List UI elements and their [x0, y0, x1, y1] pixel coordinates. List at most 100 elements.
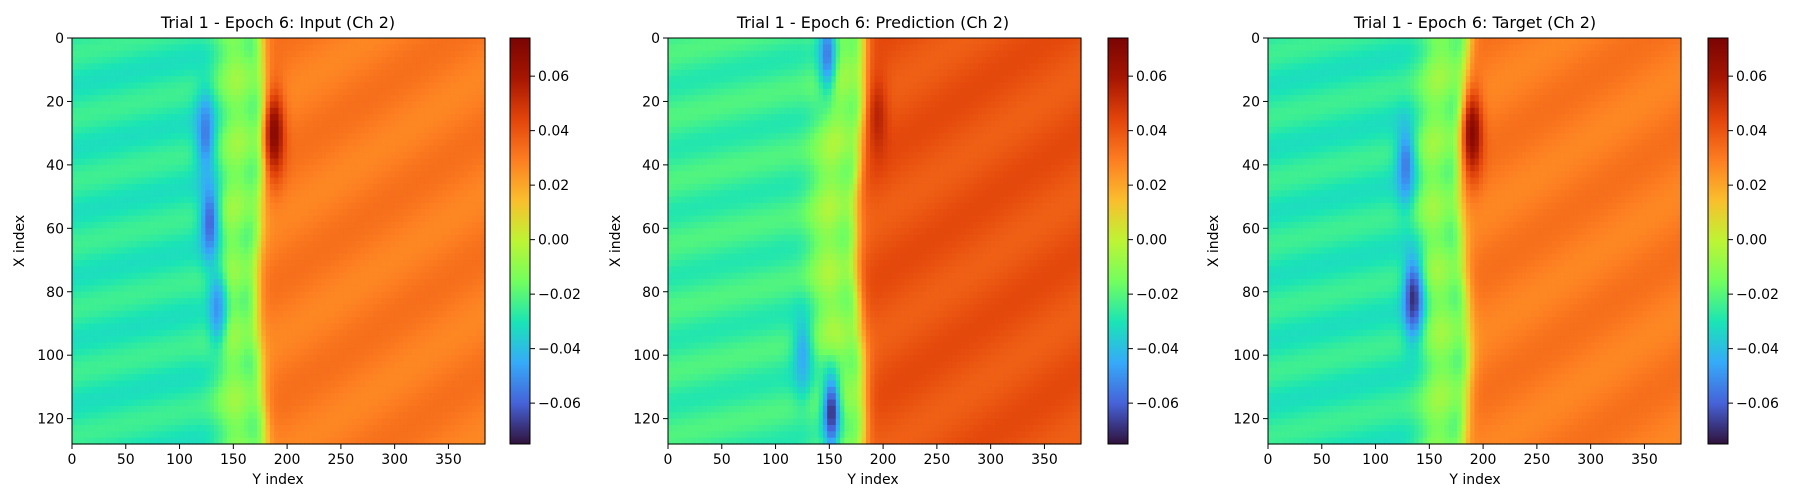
heatmap-cell	[175, 164, 181, 172]
heatmap-cell	[106, 253, 112, 261]
heatmap-cell	[274, 355, 280, 363]
heatmap-cell	[183, 88, 189, 96]
heatmap-cell	[201, 202, 206, 210]
heatmap-cell	[304, 323, 310, 331]
heatmap-cell	[239, 114, 245, 122]
heatmap-cell	[119, 152, 125, 160]
heatmap-cell	[450, 279, 456, 286]
heatmap-cell	[278, 247, 284, 255]
heatmap-cell	[235, 304, 241, 312]
heatmap-cell	[407, 120, 413, 128]
heatmap-cell	[368, 298, 374, 306]
heatmap-cell	[355, 304, 361, 312]
heatmap-cell	[158, 285, 163, 293]
heatmap-cell	[291, 139, 297, 147]
heatmap-cell	[334, 44, 340, 52]
heatmap-cell	[209, 310, 215, 318]
heatmap-cell	[119, 279, 125, 286]
heatmap-cell	[149, 63, 155, 71]
heatmap-cell	[244, 44, 249, 52]
heatmap-cell	[480, 228, 486, 236]
heatmap-cell	[175, 145, 181, 153]
heatmap-cell	[256, 101, 262, 109]
heatmap-cell	[248, 63, 254, 71]
heatmap-cell	[162, 38, 168, 45]
heatmap-cell	[226, 361, 232, 369]
heatmap-cell	[325, 329, 331, 337]
heatmap-cell	[429, 209, 434, 217]
heatmap-cell	[476, 139, 482, 147]
heatmap-cell	[162, 120, 168, 128]
heatmap-cell	[244, 285, 249, 293]
heatmap-cell	[115, 348, 120, 356]
heatmap-cell	[304, 329, 310, 337]
heatmap-cell	[239, 50, 245, 58]
heatmap-cell	[420, 44, 426, 52]
heatmap-cell	[351, 139, 357, 147]
heatmap-cell	[416, 291, 422, 299]
heatmap-cell	[175, 196, 181, 204]
heatmap-cell	[145, 336, 151, 344]
heatmap-cell	[256, 38, 262, 45]
heatmap-cell	[403, 291, 409, 299]
heatmap-cell	[209, 228, 215, 236]
heatmap-cell	[248, 38, 254, 45]
heatmap-cell	[145, 202, 151, 210]
heatmap-cell	[347, 152, 353, 160]
heatmap-cell	[360, 241, 366, 248]
heatmap-cell	[334, 304, 340, 312]
heatmap-cell	[140, 57, 146, 64]
heatmap-cell	[381, 152, 387, 160]
heatmap-cell	[252, 190, 258, 198]
heatmap-cell	[149, 82, 155, 90]
heatmap-cell	[252, 82, 258, 90]
heatmap-cell	[97, 158, 103, 166]
heatmap-cell	[450, 63, 456, 71]
heatmap-cell	[441, 285, 447, 293]
heatmap-cell	[97, 228, 103, 236]
heatmap-cell	[308, 317, 314, 325]
heatmap-cell	[459, 241, 465, 248]
heatmap-cell	[170, 190, 176, 198]
heatmap-cell	[179, 329, 185, 337]
heatmap-cell	[149, 310, 155, 318]
heatmap-cell	[424, 152, 430, 160]
heatmap-cell	[158, 355, 163, 363]
heatmap-cell	[256, 291, 262, 299]
heatmap-cell	[89, 76, 95, 83]
heatmap-cell	[437, 139, 443, 147]
heatmap-cell	[166, 228, 172, 236]
heatmap-cell	[192, 63, 198, 71]
heatmap-cell	[398, 202, 404, 210]
heatmap-cell	[115, 152, 120, 160]
heatmap-cell	[368, 291, 374, 299]
heatmap-cell	[317, 279, 323, 286]
heatmap-cell	[162, 336, 168, 344]
heatmap-cell	[252, 221, 258, 229]
heatmap-cell	[476, 291, 482, 299]
heatmap-cell	[248, 247, 254, 255]
heatmap-cell	[386, 329, 391, 337]
heatmap-cell	[209, 95, 215, 103]
heatmap-cell	[274, 63, 280, 71]
heatmap-cell	[218, 69, 224, 77]
heatmap-cell	[201, 221, 206, 229]
heatmap-cell	[368, 202, 374, 210]
heatmap-cell	[429, 114, 434, 122]
heatmap-cell	[226, 336, 232, 344]
heatmap-cell	[80, 133, 86, 141]
heatmap-cell	[252, 63, 258, 71]
heatmap-cell	[446, 76, 452, 83]
heatmap-cell	[325, 38, 331, 45]
heatmap-cell	[467, 152, 473, 160]
heatmap-cell	[84, 361, 90, 369]
heatmap-cell	[373, 260, 379, 267]
heatmap-cell	[364, 355, 370, 363]
heatmap-cell	[317, 196, 323, 204]
heatmap-cell	[437, 279, 443, 286]
heatmap-cell	[278, 196, 284, 204]
heatmap-cell	[97, 126, 103, 134]
heatmap-cell	[166, 266, 172, 274]
heatmap-cell	[343, 266, 348, 274]
heatmap-cell	[158, 69, 163, 77]
